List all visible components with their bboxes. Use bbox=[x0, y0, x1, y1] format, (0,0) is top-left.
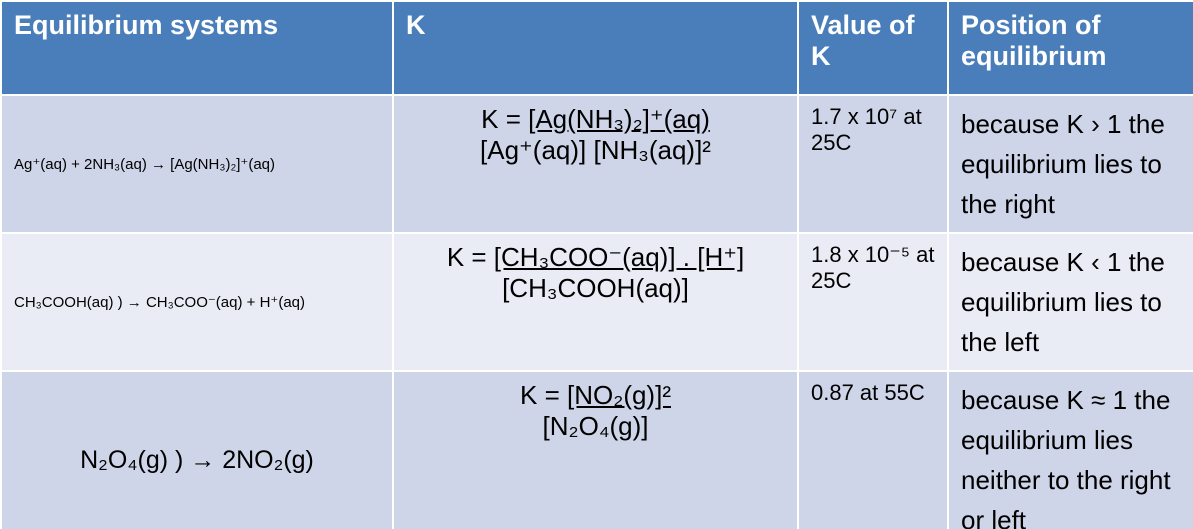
k-denominator: [CH₃COOH(aq)] bbox=[502, 273, 689, 303]
k-denominator: [Ag⁺(aq)] [NH₃(aq)]² bbox=[480, 135, 711, 165]
header-row: Equilibrium systems K Value of K Positio… bbox=[0, 0, 1193, 96]
k-line: K = [NO₂(g)]² bbox=[406, 380, 785, 411]
k-label: K = bbox=[446, 242, 487, 272]
position-cell: because K ‹ 1 the equilibrium lies to th… bbox=[947, 232, 1193, 372]
k-cell: K = [NO₂(g)]² [N₂O₄(g)] bbox=[392, 370, 799, 529]
value-cell: 1.8 x 10⁻⁵ at 25C bbox=[797, 232, 949, 372]
value-cell: 0.87 at 55C bbox=[797, 370, 949, 529]
header-cell: Value of K bbox=[797, 0, 949, 96]
k-cell: K = [Ag(NH₃)₂]⁺(aq) [Ag⁺(aq)] [NH₃(aq)]² bbox=[392, 94, 799, 234]
table-row: CH₃COOH(aq) ) → CH₃COO⁻(aq) + H⁺(aq) K = … bbox=[0, 232, 1193, 372]
table-row: N₂O₄(g) ) → 2NO₂(g) K = [NO₂(g)]² [N₂O₄(g)… bbox=[0, 370, 1193, 529]
k-numerator: [CH₃COO⁻(aq)] . [H⁺] bbox=[493, 242, 745, 272]
table-body: Ag⁺(aq) + 2NH₃(aq) → [Ag(NH₃)₂]⁺(aq) K = … bbox=[0, 94, 1193, 529]
k-line: K = [CH₃COO⁻(aq)] . [H⁺] bbox=[406, 242, 785, 273]
k-cell: K = [CH₃COO⁻(aq)] . [H⁺] [CH₃COOH(aq)] bbox=[392, 232, 799, 372]
system-cell: CH₃COOH(aq) ) → CH₃COO⁻(aq) + H⁺(aq) bbox=[0, 232, 394, 372]
position-cell: because K › 1 the equilibrium lies to th… bbox=[947, 94, 1193, 234]
header-cell: Equilibrium systems bbox=[0, 0, 394, 96]
k-denominator: [N₂O₄(g)] bbox=[542, 411, 649, 441]
system-cell: Ag⁺(aq) + 2NH₃(aq) → [Ag(NH₃)₂]⁺(aq) bbox=[0, 94, 394, 234]
k-numerator: [Ag(NH₃)₂]⁺(aq) bbox=[528, 104, 710, 134]
table-row: Ag⁺(aq) + 2NH₃(aq) → [Ag(NH₃)₂]⁺(aq) K = … bbox=[0, 94, 1193, 234]
header-cell: Position of equilibrium bbox=[947, 0, 1193, 96]
k-numerator: [NO₂(g)]² bbox=[567, 380, 671, 410]
position-cell: because K ≈ 1 the equilibrium lies neith… bbox=[947, 370, 1193, 529]
k-label: K = bbox=[481, 104, 521, 134]
value-cell: 1.7 x 10⁷ at 25C bbox=[797, 94, 949, 234]
k-label: K = bbox=[520, 380, 560, 410]
header-cell: K bbox=[392, 0, 799, 96]
system-cell: N₂O₄(g) ) → 2NO₂(g) bbox=[0, 370, 394, 529]
k-line: K = [Ag(NH₃)₂]⁺(aq) bbox=[406, 104, 785, 135]
